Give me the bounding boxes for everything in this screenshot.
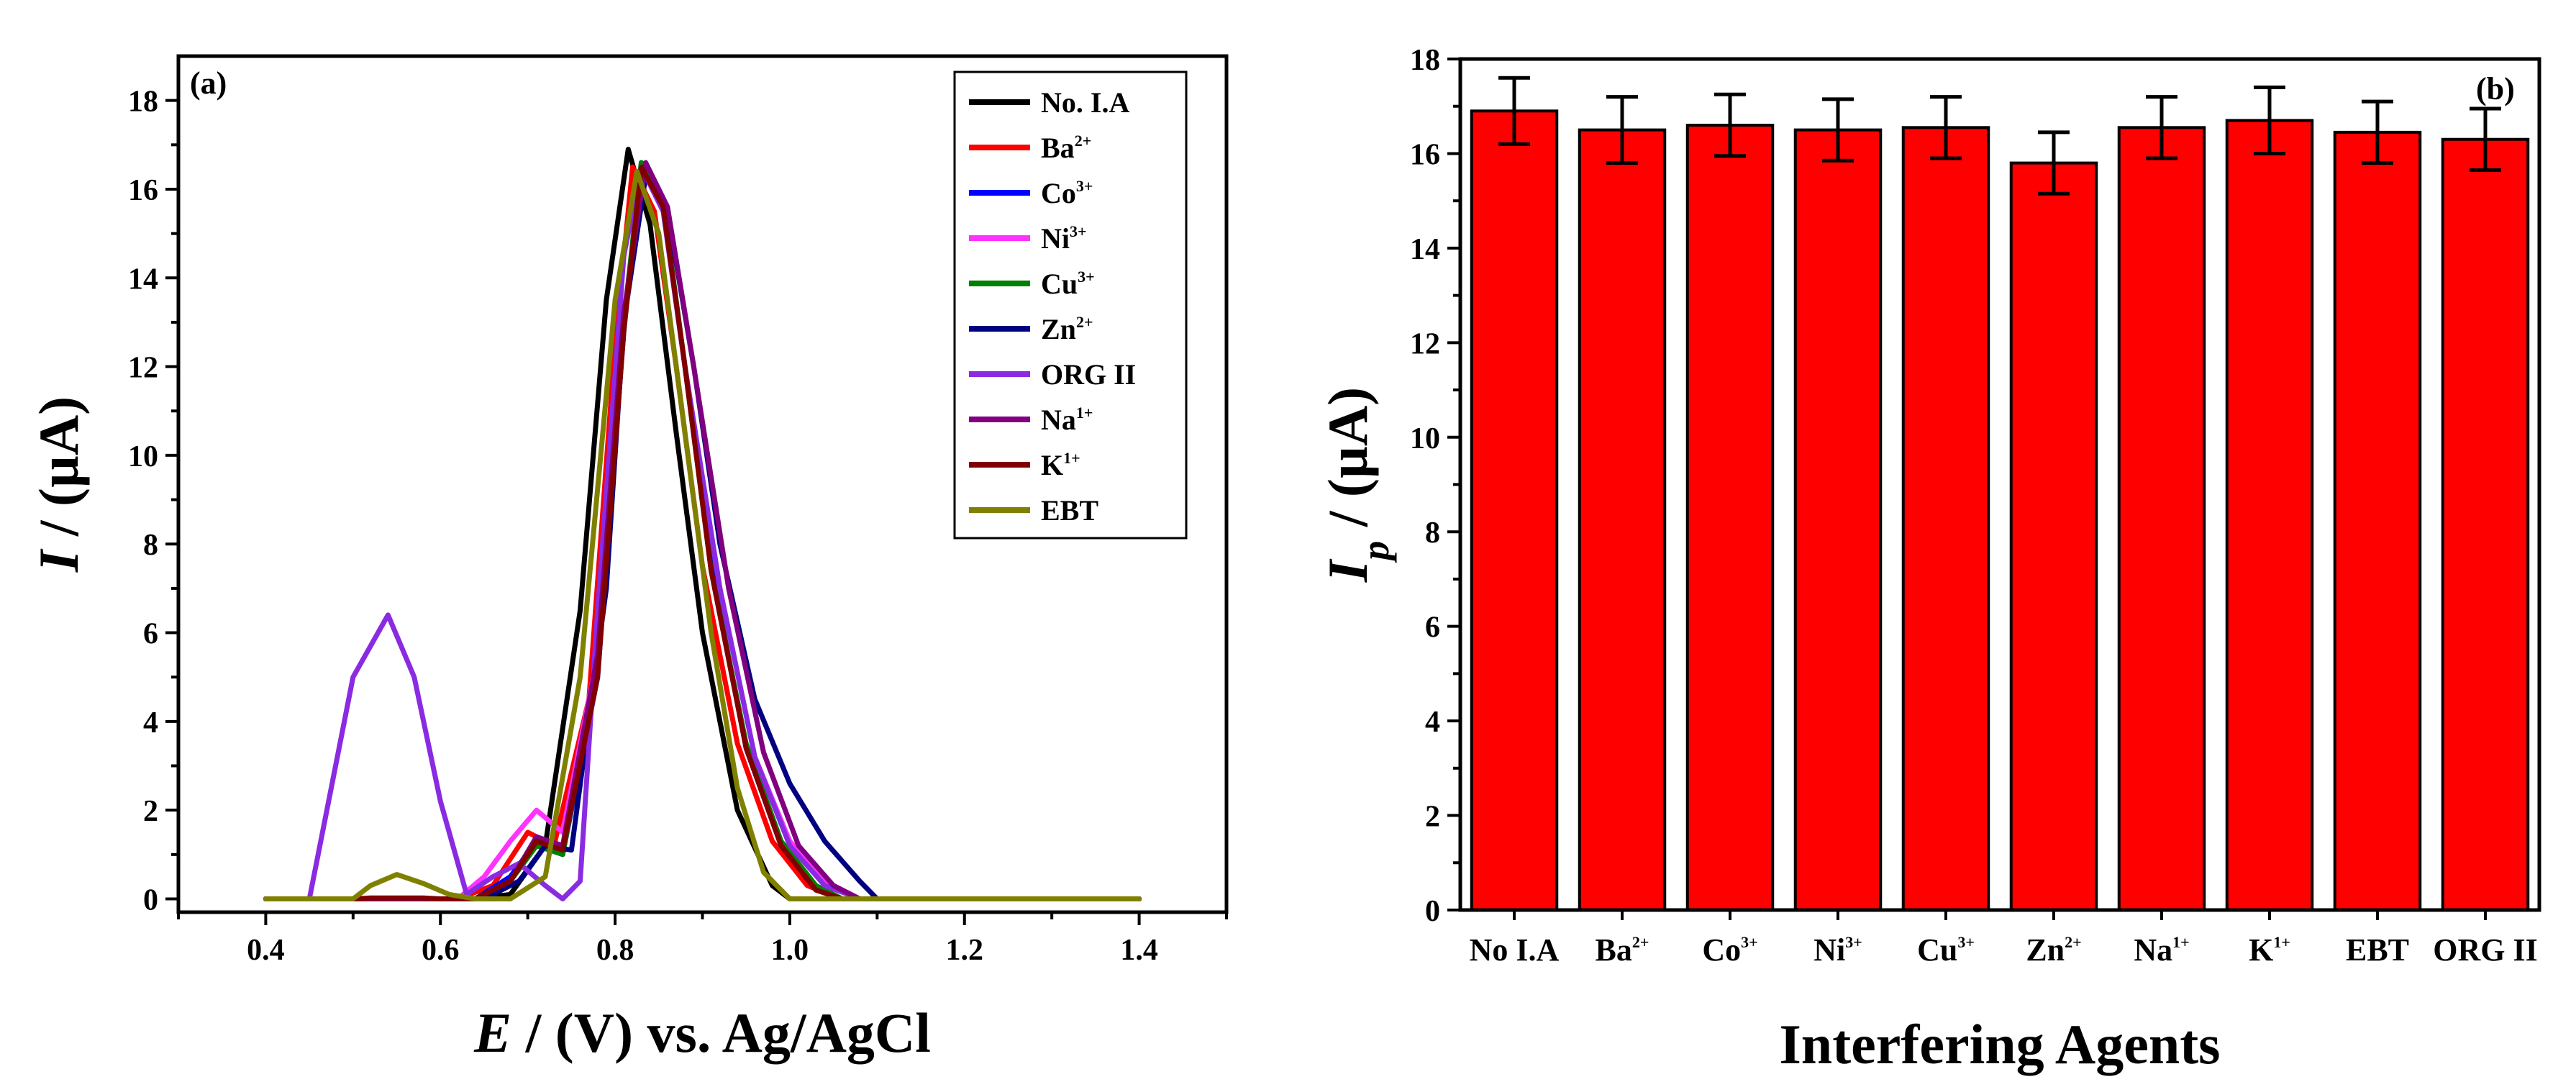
panel-a-axis-ticks: 0.4 0.6 0.8 1.0 1.2 1.4 0 2 4 6 8 10 12 14 16 18 [128,86,1228,967]
category-label: ORG II [2433,932,2537,968]
series-line-9 [263,168,1142,901]
category-label: Ba2+ [1596,932,1649,968]
legend-label: Cu3+ [1041,268,1095,300]
category-label: Cu3+ [1917,932,1975,968]
y-tick-label: 12 [128,352,158,385]
category-label: Na1+ [2134,932,2189,968]
y-tick-label: 18 [1410,44,1440,77]
y-tick-label: 14 [128,263,158,296]
y-tick-label: 12 [1410,327,1440,360]
panel-a-y-axis-variable: I [27,548,90,573]
category-label: No I.A [1470,932,1560,968]
panel-b-bars [1470,76,2530,912]
y-tick-label: 8 [1425,517,1440,550]
legend-label: Zn2+ [1041,313,1093,345]
bar [1578,128,1667,911]
bar [2225,119,2314,912]
panel-b-y-axis-subscript: p [1354,541,1397,563]
panel-b-axis-ticks: 0 2 4 6 8 10 12 14 16 18 No I.A Ba2+ Co3+ Ni3+ Cu3+ Zn2… [1410,44,2538,968]
category-label: Ni3+ [1813,932,1862,968]
y-tick-label: 2 [143,795,158,828]
y-tick-label: 6 [1425,611,1440,645]
bar [1901,126,1990,911]
y-tick-label: 10 [1410,422,1440,455]
x-tick-label: 0.8 [596,934,634,967]
panel-b-x-axis-title: Interfering Agents [1779,1013,2220,1075]
bar [1470,109,1559,912]
bar [2009,161,2098,912]
panel-a-y-axis-unit: / (µA) [27,396,90,550]
y-tick-label: 0 [143,884,158,917]
legend-label: EBT [1041,494,1098,527]
bar [2441,137,2530,911]
x-tick-label: 0.6 [422,934,460,967]
y-tick-label: 16 [1410,138,1440,171]
panel-a-y-axis-title: I / (µA) [27,396,90,573]
legend-label: Ni3+ [1041,222,1087,255]
y-tick-label: 4 [1425,706,1440,739]
y-tick-label: 16 [128,174,158,207]
series-line-6 [263,164,1142,901]
legend-label: ORG II [1041,358,1136,391]
bar [2117,126,2206,911]
category-label: EBT [2346,932,2409,968]
x-tick-label: 1.0 [771,934,809,967]
panel-a-legend: No. I.A Ba2+ Co3+ Ni3+ Cu3+ Zn2+ ORG II Na1+ K1+… [953,71,1188,540]
y-tick-label: 14 [1410,233,1440,266]
y-tick-label: 18 [128,86,158,119]
legend-label: Ba2+ [1041,132,1091,164]
panel-a-label: (a) [190,65,227,101]
y-tick-label: 2 [1425,801,1440,834]
panel-a-series [263,147,1142,901]
y-tick-label: 10 [128,440,158,473]
bar [2333,130,2422,912]
panel-a-x-axis-variable: E [473,1001,511,1064]
x-tick-label: 0.4 [247,934,285,967]
y-tick-label: 6 [143,618,158,651]
legend-label: No. I.A [1041,86,1129,119]
y-tick-label: 8 [143,529,158,562]
category-label: Co3+ [1702,932,1757,968]
legend-label: K1+ [1041,449,1080,481]
category-label: K1+ [2249,932,2290,968]
bar [1793,128,1883,911]
category-label: Zn2+ [2026,932,2081,968]
panel-a-line-chart: 0.4 0.6 0.8 1.0 1.2 1.4 0 2 4 6 8 10 12 14 16 18 (a) No… [27,54,1229,1064]
panel-a-x-axis-unit: / (V) vs. Ag/AgCl [511,1001,931,1064]
x-tick-label: 1.2 [946,934,984,967]
x-tick-label: 1.4 [1120,934,1158,967]
panel-b-y-axis-title: Ip / (µA) [1316,387,1397,583]
panel-b-bar-chart: 0 2 4 6 8 10 12 14 16 18 No I.A Ba2+ Co3+ Ni3+ Cu3+ Zn2… [1316,44,2541,1075]
legend-label: Co3+ [1041,177,1093,209]
panel-b-y-axis-variable: I [1316,558,1379,583]
panel-a-x-axis-title: E / (V) vs. Ag/AgCl [473,1001,931,1064]
panel-b-y-axis-unit: / (µA) [1316,387,1379,541]
series-line-8 [263,164,1142,901]
y-tick-label: 4 [143,706,158,740]
panel-b-label: (b) [2476,71,2515,106]
legend-label: Na1+ [1041,404,1093,436]
bar [1685,124,1775,911]
y-tick-label: 0 [1425,895,1440,928]
